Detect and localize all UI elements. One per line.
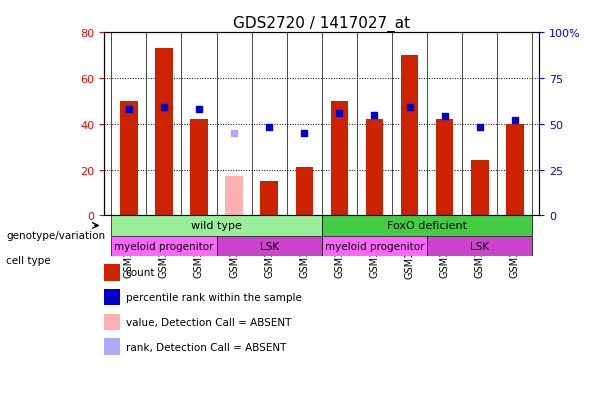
- Text: cell type: cell type: [6, 255, 51, 265]
- Bar: [436, 120, 454, 216]
- Bar: [506, 124, 524, 216]
- Text: LSK: LSK: [260, 241, 279, 251]
- Point: [335, 110, 345, 117]
- Bar: [190, 120, 208, 216]
- Bar: [471, 161, 489, 216]
- FancyBboxPatch shape: [111, 216, 322, 236]
- Text: FoxO deficient: FoxO deficient: [387, 221, 467, 231]
- Bar: [261, 182, 278, 216]
- Bar: [120, 102, 137, 216]
- Text: LSK: LSK: [470, 241, 489, 251]
- Bar: [366, 120, 383, 216]
- Text: myeloid progenitor: myeloid progenitor: [114, 241, 213, 251]
- Bar: [401, 56, 418, 216]
- Point: [475, 125, 485, 131]
- Title: GDS2720 / 1417027_at: GDS2720 / 1417027_at: [234, 16, 410, 32]
- Point: [124, 107, 134, 113]
- Text: value, Detection Call = ABSENT: value, Detection Call = ABSENT: [126, 317, 291, 327]
- Text: wild type: wild type: [191, 221, 242, 231]
- Text: percentile rank within the sample: percentile rank within the sample: [126, 292, 302, 302]
- Point: [264, 125, 274, 131]
- Point: [440, 114, 449, 121]
- Point: [405, 104, 414, 111]
- FancyBboxPatch shape: [322, 216, 533, 236]
- Bar: [330, 102, 348, 216]
- Point: [194, 107, 204, 113]
- Point: [510, 117, 520, 124]
- Text: genotype/variation: genotype/variation: [6, 230, 105, 240]
- FancyBboxPatch shape: [322, 236, 427, 256]
- FancyBboxPatch shape: [216, 236, 322, 256]
- Bar: [155, 49, 173, 216]
- Bar: [295, 168, 313, 216]
- Point: [299, 130, 309, 137]
- Text: myeloid progenitor: myeloid progenitor: [325, 241, 424, 251]
- FancyBboxPatch shape: [111, 236, 216, 256]
- FancyBboxPatch shape: [427, 236, 533, 256]
- Point: [229, 130, 239, 137]
- Text: count: count: [126, 268, 155, 278]
- Point: [370, 112, 379, 119]
- Text: rank, Detection Call = ABSENT: rank, Detection Call = ABSENT: [126, 342, 286, 352]
- Point: [159, 104, 169, 111]
- Bar: [226, 177, 243, 216]
